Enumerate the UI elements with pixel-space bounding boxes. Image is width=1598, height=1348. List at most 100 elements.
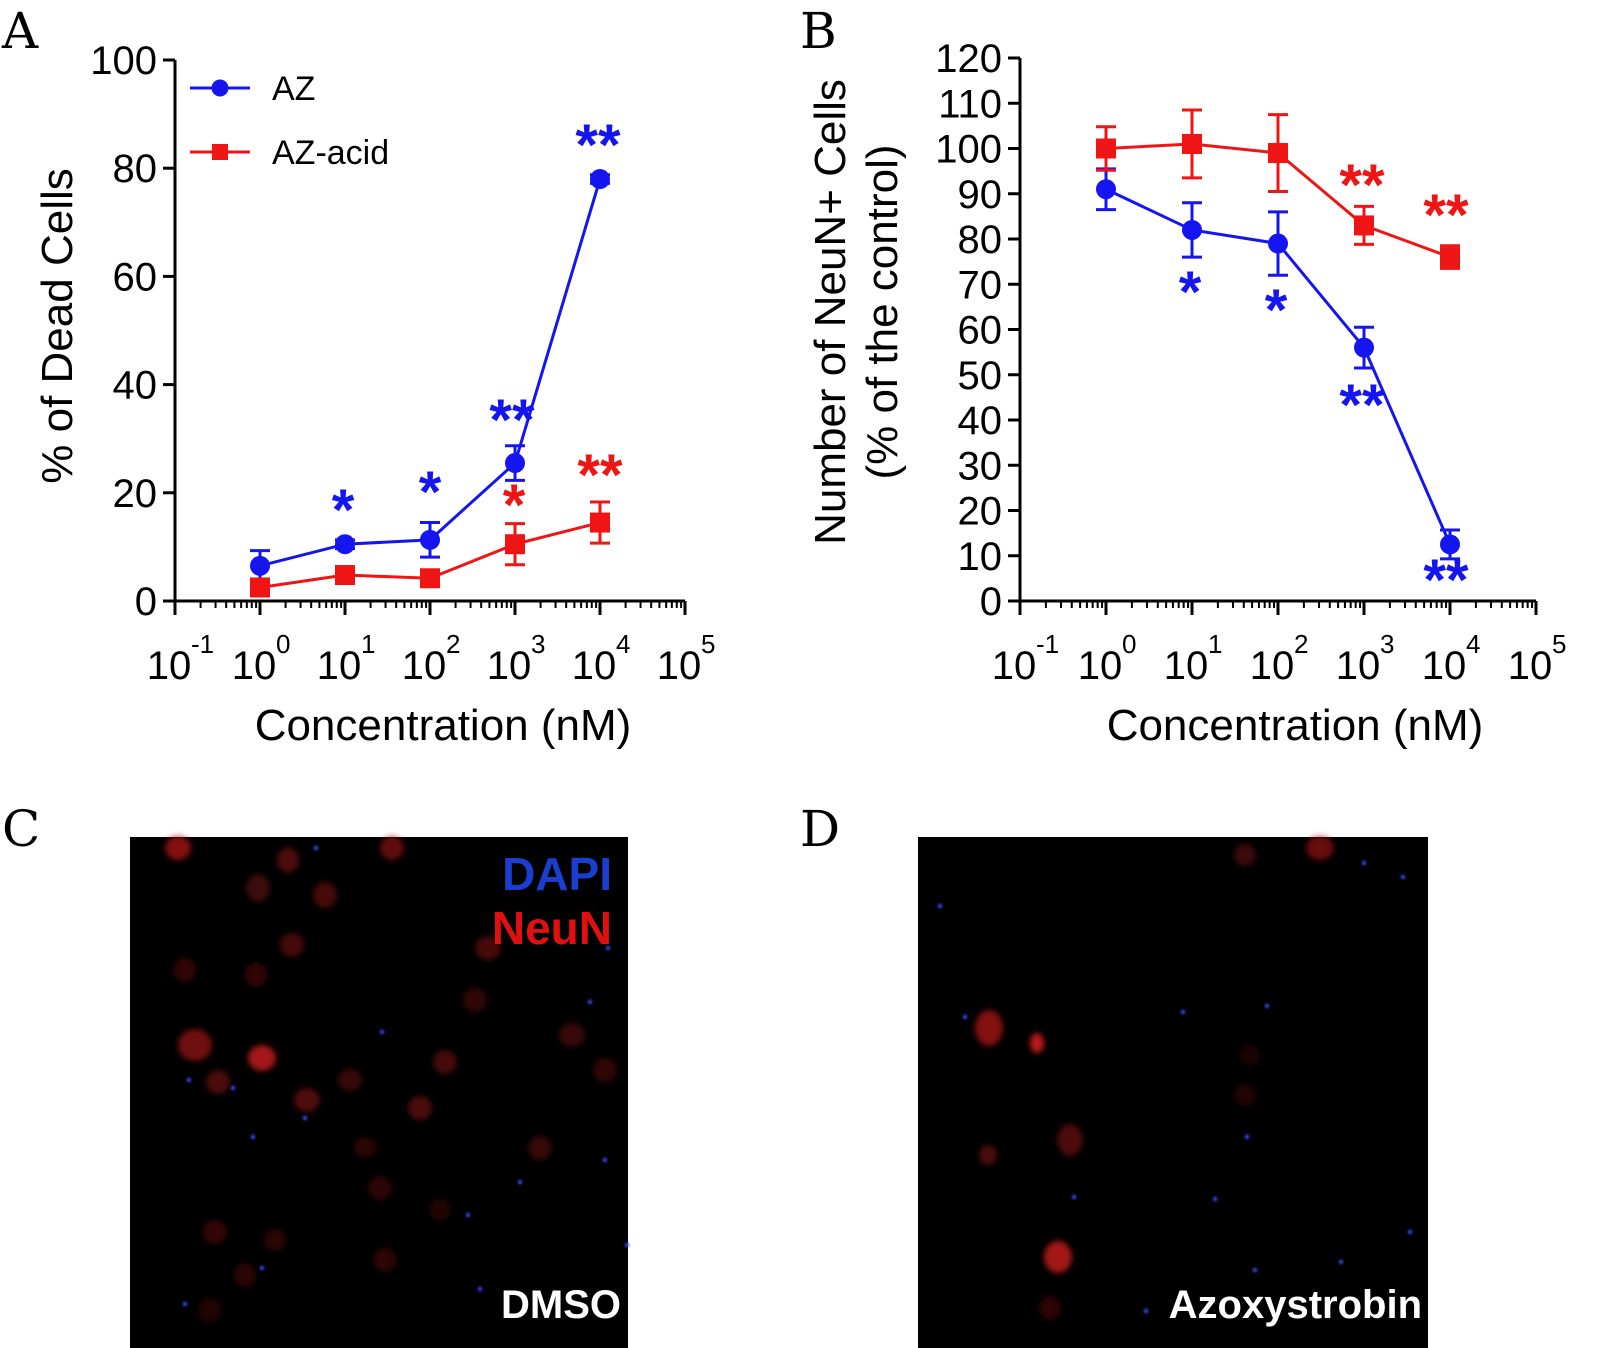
data-point-az_acid [1182, 133, 1202, 154]
y-tick-label: 70 [958, 263, 1003, 307]
micrograph-azoxystrobin-frame [918, 837, 1428, 1348]
micrograph-dmso-label: DMSO [501, 1283, 621, 1327]
x-tick-label: 10 [572, 644, 617, 688]
data-point-az_acid [1440, 247, 1460, 268]
nucleus-dot [186, 1077, 192, 1083]
x-tick-label: 10 [402, 644, 447, 688]
nucleus-dot [587, 999, 593, 1005]
x-tick-exponent: 3 [1380, 629, 1394, 659]
x-tick-exponent: 0 [1122, 629, 1136, 659]
neuron-cell [313, 882, 337, 908]
legend-az-acid-marker [212, 144, 228, 160]
nucleus-dot [477, 1286, 483, 1292]
neuron-cell [429, 1199, 451, 1221]
neuron-cell [246, 874, 270, 902]
nucleus-dot [937, 903, 943, 909]
neuron-cell [368, 1176, 392, 1200]
nucleus-dot [624, 1242, 630, 1248]
significance-marker: ** [1339, 153, 1385, 218]
neuron-cell [433, 1050, 457, 1074]
micrograph-azoxystrobin-cells [937, 836, 1413, 1320]
data-point-az [505, 453, 525, 474]
y-tick-label: 0 [980, 580, 1002, 624]
nucleus-dot [602, 1157, 608, 1163]
x-tick-exponent: 5 [1552, 629, 1566, 659]
y-tick-label: 30 [958, 444, 1003, 488]
neuron-cell [528, 1136, 552, 1160]
nucleus-dot [1143, 1308, 1149, 1314]
x-tick-exponent: 4 [1466, 629, 1480, 659]
panel-label-c: C [2, 800, 40, 858]
neuron-cell [380, 836, 404, 860]
data-point-az_acid [590, 512, 610, 533]
nucleus-dot [302, 1115, 308, 1121]
x-tick-exponent: 1 [1208, 629, 1222, 659]
neuron-cell [975, 1010, 1003, 1046]
neuron-cell [463, 988, 487, 1012]
x-tick-label: 10 [1336, 644, 1381, 688]
neuron-cell [203, 1220, 227, 1244]
data-point-az [250, 555, 270, 576]
x-tick-label: 10 [1422, 644, 1467, 688]
data-point-az [1182, 219, 1202, 240]
y-tick-label: 60 [113, 255, 158, 299]
data-point-az_acid [1268, 143, 1288, 164]
nucleus-dot [230, 1085, 236, 1091]
y-tick-label: 100 [90, 39, 157, 83]
x-tick-exponent: 2 [1294, 629, 1308, 659]
x-tick-label: 10 [147, 644, 192, 688]
y-tick-label: 100 [935, 128, 1002, 172]
micrograph-dmso: DAPI NeuN DMSO [130, 836, 630, 1348]
panel-label-b: B [800, 2, 837, 60]
y-tick-label: 10 [958, 535, 1003, 579]
nucleus-dot [1212, 1196, 1218, 1202]
y-tick-label: 110 [938, 82, 1002, 126]
x-tick-label: 10 [1508, 644, 1553, 688]
significance-marker: * [503, 473, 526, 538]
y-tick-label: 0 [135, 580, 157, 624]
chart-a-xlabel: Concentration (nM) [255, 701, 632, 750]
nucleus-dot [182, 1301, 188, 1307]
x-tick-label: 10 [487, 644, 532, 688]
legend-neun: NeuN [492, 902, 612, 954]
neuron-cell [1044, 1241, 1072, 1273]
nucleus-dot [517, 1179, 523, 1185]
significance-marker: * [332, 478, 355, 543]
x-tick-label: 10 [317, 644, 362, 688]
x-tick-label: 10 [992, 644, 1037, 688]
neuron-cell [1234, 1084, 1256, 1106]
x-tick-exponent: 3 [531, 629, 545, 659]
chart-b: Number of NeuN+ Cells (% of the control)… [806, 37, 1566, 750]
nucleus-dot [1407, 1229, 1413, 1235]
significance-marker: * [1179, 260, 1202, 325]
nucleus-dot [1252, 1267, 1258, 1273]
y-tick-label: 40 [113, 364, 158, 408]
nucleus-dot [962, 1014, 968, 1020]
nucleus-dot [1400, 874, 1406, 880]
x-tick-label: 10 [657, 644, 702, 688]
neuron-cell [373, 1248, 397, 1272]
neuron-cell [277, 847, 299, 873]
neuron-cell [593, 1058, 617, 1082]
neuron-cell [174, 958, 196, 982]
data-point-az [335, 534, 355, 555]
neuron-cell [248, 1045, 276, 1071]
neuron-cell [234, 1263, 256, 1287]
x-tick-label: 10 [1250, 644, 1295, 688]
panel-label-a: A [1, 2, 39, 60]
x-tick-exponent: 1 [361, 629, 375, 659]
y-tick-label: 80 [113, 147, 158, 191]
chart-b-ylabel: Number of NeuN+ Cells [806, 79, 855, 545]
y-tick-label: 90 [958, 173, 1003, 217]
neuron-cell [408, 1096, 432, 1120]
nucleus-dot [250, 1134, 256, 1140]
significance-marker: ** [577, 443, 623, 508]
legend-az-acid-label: AZ-acid [272, 134, 389, 172]
micrograph-azoxystrobin: Azoxystrobin [918, 836, 1428, 1348]
chart-b-ylabel2: (% of the control) [858, 144, 907, 479]
significance-marker: * [419, 460, 442, 525]
nucleus-dot [1180, 1009, 1186, 1015]
legend-az-label: AZ [272, 70, 315, 108]
y-tick-label: 120 [935, 37, 1002, 81]
nucleus-dot [1338, 1259, 1344, 1265]
